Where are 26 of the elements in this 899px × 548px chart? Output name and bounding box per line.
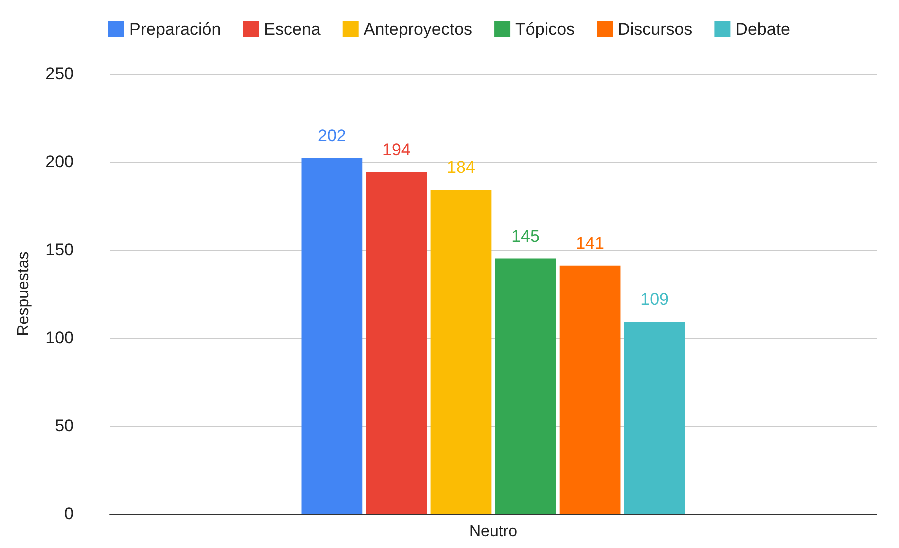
- bar: [624, 322, 686, 514]
- legend-label: Discursos: [618, 20, 693, 39]
- y-tick-label: 150: [46, 240, 74, 260]
- data-label: 194: [382, 140, 411, 160]
- data-label: 202: [318, 126, 346, 146]
- legend-label: Anteproyectos: [364, 20, 473, 39]
- data-label: 141: [576, 234, 604, 253]
- bar: [560, 266, 621, 514]
- legend-label: Escena: [264, 20, 322, 39]
- legend-label: Tópicos: [516, 20, 576, 39]
- bar: [495, 258, 556, 514]
- data-label: 109: [640, 290, 669, 310]
- y-tick-label: 250: [46, 64, 74, 84]
- bar: [366, 172, 428, 514]
- y-tick-label: 50: [55, 416, 74, 436]
- legend-label: Preparación: [129, 20, 222, 39]
- data-label: 145: [512, 226, 540, 246]
- data-label: 184: [447, 158, 476, 178]
- x-tick-label: Neutro: [469, 524, 518, 540]
- y-axis-title: Respuestas: [16, 252, 32, 336]
- y-tick-label: 200: [46, 152, 74, 172]
- legend-label: Debate: [736, 20, 791, 39]
- bar: [430, 190, 492, 514]
- y-tick-label: 100: [46, 328, 74, 348]
- bar: [302, 158, 363, 514]
- y-tick-label: 0: [64, 504, 74, 524]
